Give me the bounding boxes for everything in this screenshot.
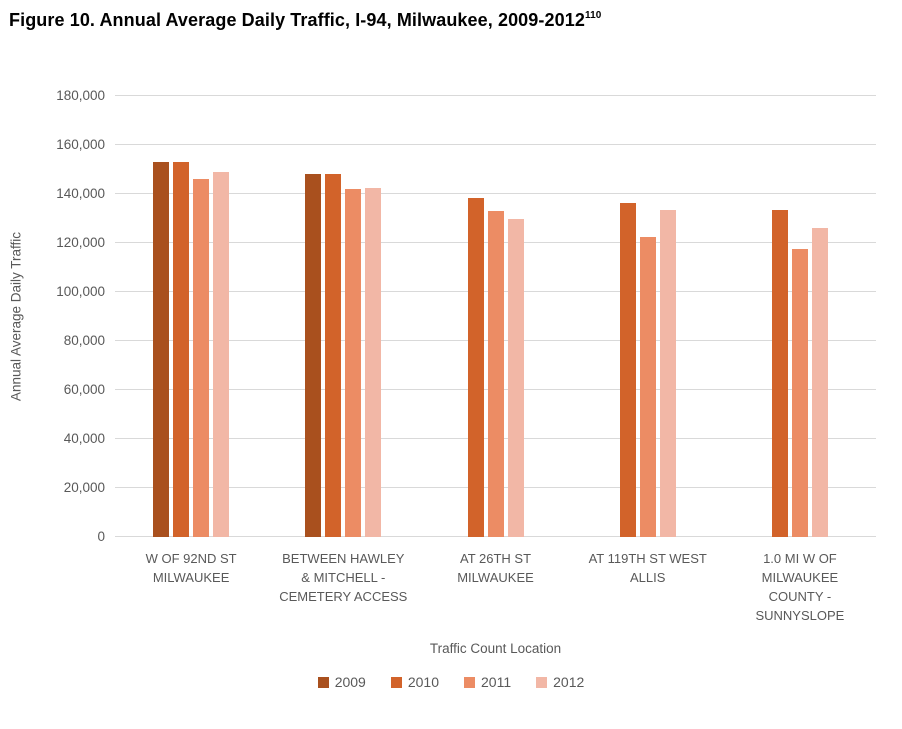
legend-label: 2010: [407, 674, 440, 690]
category-label: 1.0 MI W OF MILWAUKEE COUNTY - SUNNYSLOP…: [755, 551, 845, 623]
footnote-reference: 110: [584, 10, 602, 21]
legend-swatch-icon: [390, 676, 402, 688]
bar-2010: [173, 162, 190, 537]
bar-group: [267, 96, 419, 537]
legend-entry-2011: 2011: [464, 674, 511, 690]
bar-2012: [213, 171, 230, 537]
y-tick-label: 120,000: [56, 235, 105, 250]
legend-entry-2010: 2010: [390, 674, 440, 690]
y-tick-label: 180,000: [56, 88, 105, 103]
legend-entry-2012: 2012: [536, 674, 584, 690]
bar-2011: [193, 179, 210, 537]
bar-2012: [811, 228, 828, 537]
category-label: AT 26TH ST MILWAUKEE: [457, 551, 534, 585]
bar-group: [419, 96, 571, 537]
y-tick-label: 160,000: [56, 137, 105, 152]
legend-label: 2009: [334, 674, 366, 690]
bar-2010: [771, 209, 788, 537]
legend-label: 2011: [481, 674, 512, 690]
y-tick-label: 60,000: [63, 382, 105, 397]
legend: 2009 2010 2011 2012: [0, 674, 902, 690]
legend-entry-2009: 2009: [317, 674, 366, 690]
plot-area: [115, 95, 876, 537]
bar-groups: [115, 96, 876, 537]
y-tick-label: 40,000: [63, 431, 105, 446]
bar-group: [724, 96, 876, 537]
category-label: AT 119TH ST WEST ALLIS: [588, 551, 707, 585]
bar-2011: [487, 211, 504, 537]
bar-2011: [345, 189, 362, 537]
bar-2009: [305, 174, 322, 537]
y-tick-label: 0: [97, 529, 105, 544]
category-label: BETWEEN HAWLEY & MITCHELL - CEMETERY ACC…: [279, 551, 408, 604]
bar-2011: [639, 236, 656, 537]
legend-swatch-icon: [536, 676, 548, 688]
gridline: [115, 193, 876, 194]
bar-2012: [507, 218, 524, 537]
bar-2010: [467, 197, 484, 537]
figure-title-text: Figure 10. Annual Average Daily Traffic,…: [9, 10, 585, 30]
y-tick-label: 20,000: [63, 480, 105, 495]
bar-2010: [325, 174, 342, 537]
legend-swatch-icon: [317, 676, 329, 688]
bar-2010: [619, 202, 636, 537]
gridline: [115, 95, 876, 96]
x-axis-title: Traffic Count Location: [429, 641, 562, 656]
bar-2012: [659, 209, 676, 537]
category-label: W OF 92ND ST MILWAUKEE: [145, 551, 237, 585]
gridline: [115, 144, 876, 145]
y-axis-tick-labels: 0 20,000 40,000 60,000 80,000 100,000 120,000 1…: [0, 88, 105, 544]
bar-group: [572, 96, 724, 537]
legend-label: 2012: [553, 674, 585, 690]
y-tick-label: 80,000: [63, 333, 105, 348]
bar-group: [115, 96, 267, 537]
y-tick-label: 100,000: [56, 284, 105, 299]
legend-swatch-icon: [464, 676, 476, 688]
y-tick-label: 140,000: [56, 186, 105, 201]
bar-2009: [153, 162, 170, 537]
bar-2012: [365, 187, 382, 537]
figure-title: Figure 10. Annual Average Daily Traffic,…: [9, 10, 601, 31]
x-axis-category-labels: W OF 92ND ST MILWAUKEE BETWEEN HAWLEY & M…: [115, 549, 876, 625]
bar-2011: [791, 249, 808, 537]
